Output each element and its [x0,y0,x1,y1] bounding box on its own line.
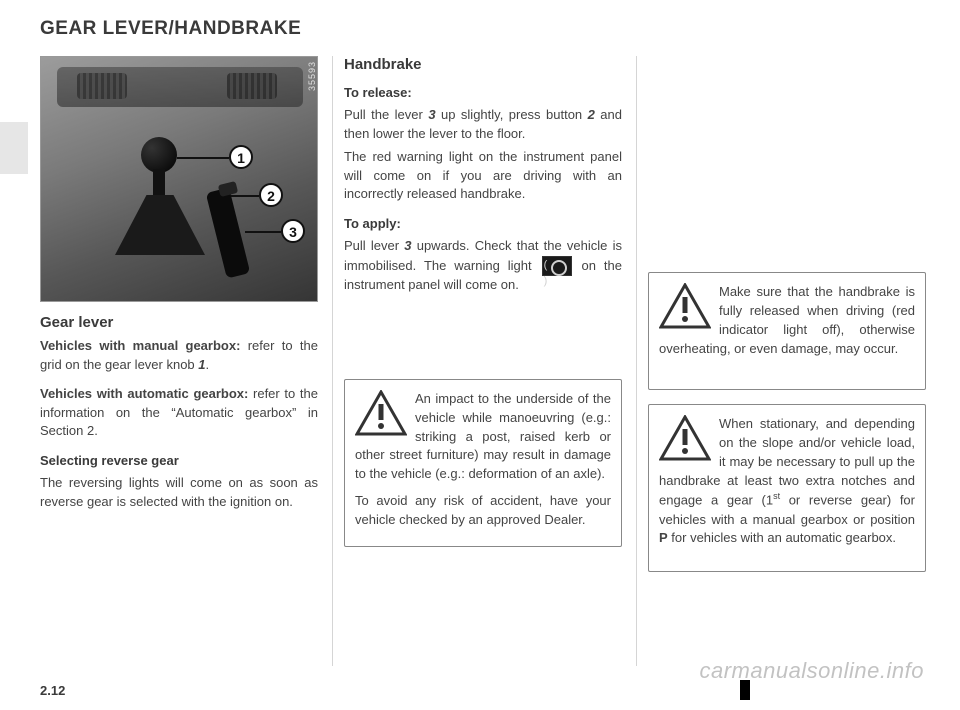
page-number: 2.12 [40,683,65,698]
column-rule-1 [332,56,333,666]
release-warning-paragraph: The red warning light on the instrument … [344,148,622,205]
handbrake-warning-light-icon [542,256,572,276]
apply-heading: To apply: [344,216,622,231]
reverse-heading: Selecting reverse gear [40,453,318,468]
callout-2: 2 [259,183,283,207]
section-tab [0,122,28,174]
reverse-paragraph: The reversing lights will come on as soo… [40,474,318,512]
stationary-warning-box: When stationary, and de­pending on the s… [648,404,926,572]
gear-auto-paragraph: Vehicles with automatic gear­box: refer … [40,385,318,442]
warning-triangle-icon [659,415,711,461]
callout-3: 3 [281,219,305,243]
warning-triangle-icon [659,283,711,329]
watermark: carmanualsonline.info [699,658,924,684]
impact-warning-text-2: To avoid any risk of accident, have your… [355,493,611,527]
photo-code: 35593 [307,61,317,91]
callout-1: 1 [229,145,253,169]
handbrake-heading: Handbrake [344,56,622,73]
column-rule-2 [636,56,637,666]
page-title: GEAR LEVER/HANDBRAKE [40,18,301,40]
release-heading: To release: [344,85,622,100]
gear-lever-heading: Gear lever [40,314,318,331]
handbrake-release-warning-box: Make sure that the hand­brake is fully r… [648,272,926,390]
column-2: Handbrake To release: Pull the lever 3 u… [344,56,622,547]
column-3: Make sure that the hand­brake is fully r… [648,56,926,572]
gear-manual-paragraph: Vehicles with manual gearbox: refer to t… [40,337,318,375]
gear-lever-photo: 35593 1 2 3 [40,56,318,302]
release-paragraph: Pull the lever 3 up slightly, press butt… [344,106,622,144]
warning-triangle-icon [355,390,407,436]
apply-paragraph: Pull lever 3 upwards. Check that the veh… [344,237,622,295]
impact-warning-box: An impact to the under­side of the vehic… [344,379,622,547]
column-1: 35593 1 2 3 Gear lever Vehicles with man… [40,56,318,522]
